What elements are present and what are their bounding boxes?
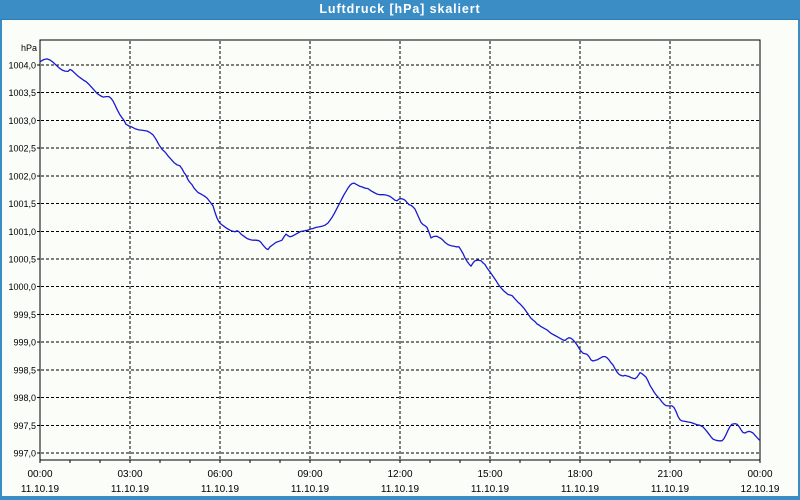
svg-text:06:00: 06:00 — [207, 469, 232, 480]
svg-text:999,5: 999,5 — [13, 310, 36, 320]
svg-text:997,0: 997,0 — [13, 449, 36, 459]
svg-text:1003,0: 1003,0 — [8, 116, 36, 126]
svg-text:12.10.19: 12.10.19 — [741, 484, 780, 495]
svg-text:00:00: 00:00 — [27, 469, 52, 480]
svg-text:18:00: 18:00 — [567, 469, 592, 480]
svg-text:1002,0: 1002,0 — [8, 171, 36, 181]
svg-text:1001,0: 1001,0 — [8, 227, 36, 237]
svg-text:09:00: 09:00 — [297, 469, 322, 480]
svg-text:11.10.19: 11.10.19 — [561, 484, 600, 495]
svg-text:11.10.19: 11.10.19 — [471, 484, 510, 495]
svg-text:1000,5: 1000,5 — [8, 255, 36, 265]
svg-text:00:00: 00:00 — [747, 469, 772, 480]
svg-text:21:00: 21:00 — [657, 469, 682, 480]
svg-text:1002,5: 1002,5 — [8, 144, 36, 154]
svg-text:11.10.19: 11.10.19 — [381, 484, 420, 495]
svg-text:998,5: 998,5 — [13, 365, 36, 375]
svg-text:11.10.19: 11.10.19 — [111, 484, 150, 495]
svg-text:1001,5: 1001,5 — [8, 199, 36, 209]
svg-text:12:00: 12:00 — [387, 469, 412, 480]
svg-text:11.10.19: 11.10.19 — [201, 484, 240, 495]
svg-text:11.10.19: 11.10.19 — [651, 484, 690, 495]
svg-text:998,0: 998,0 — [13, 393, 36, 403]
svg-text:1003,5: 1003,5 — [8, 88, 36, 98]
svg-text:999,0: 999,0 — [13, 338, 36, 348]
svg-text:11.10.19: 11.10.19 — [21, 484, 60, 495]
svg-text:hPa: hPa — [21, 43, 37, 53]
svg-text:997,5: 997,5 — [13, 421, 36, 431]
svg-text:1004,0: 1004,0 — [8, 61, 36, 71]
svg-text:15:00: 15:00 — [477, 469, 502, 480]
svg-text:03:00: 03:00 — [117, 469, 142, 480]
svg-text:1000,0: 1000,0 — [8, 282, 36, 292]
svg-text:11.10.19: 11.10.19 — [291, 484, 330, 495]
